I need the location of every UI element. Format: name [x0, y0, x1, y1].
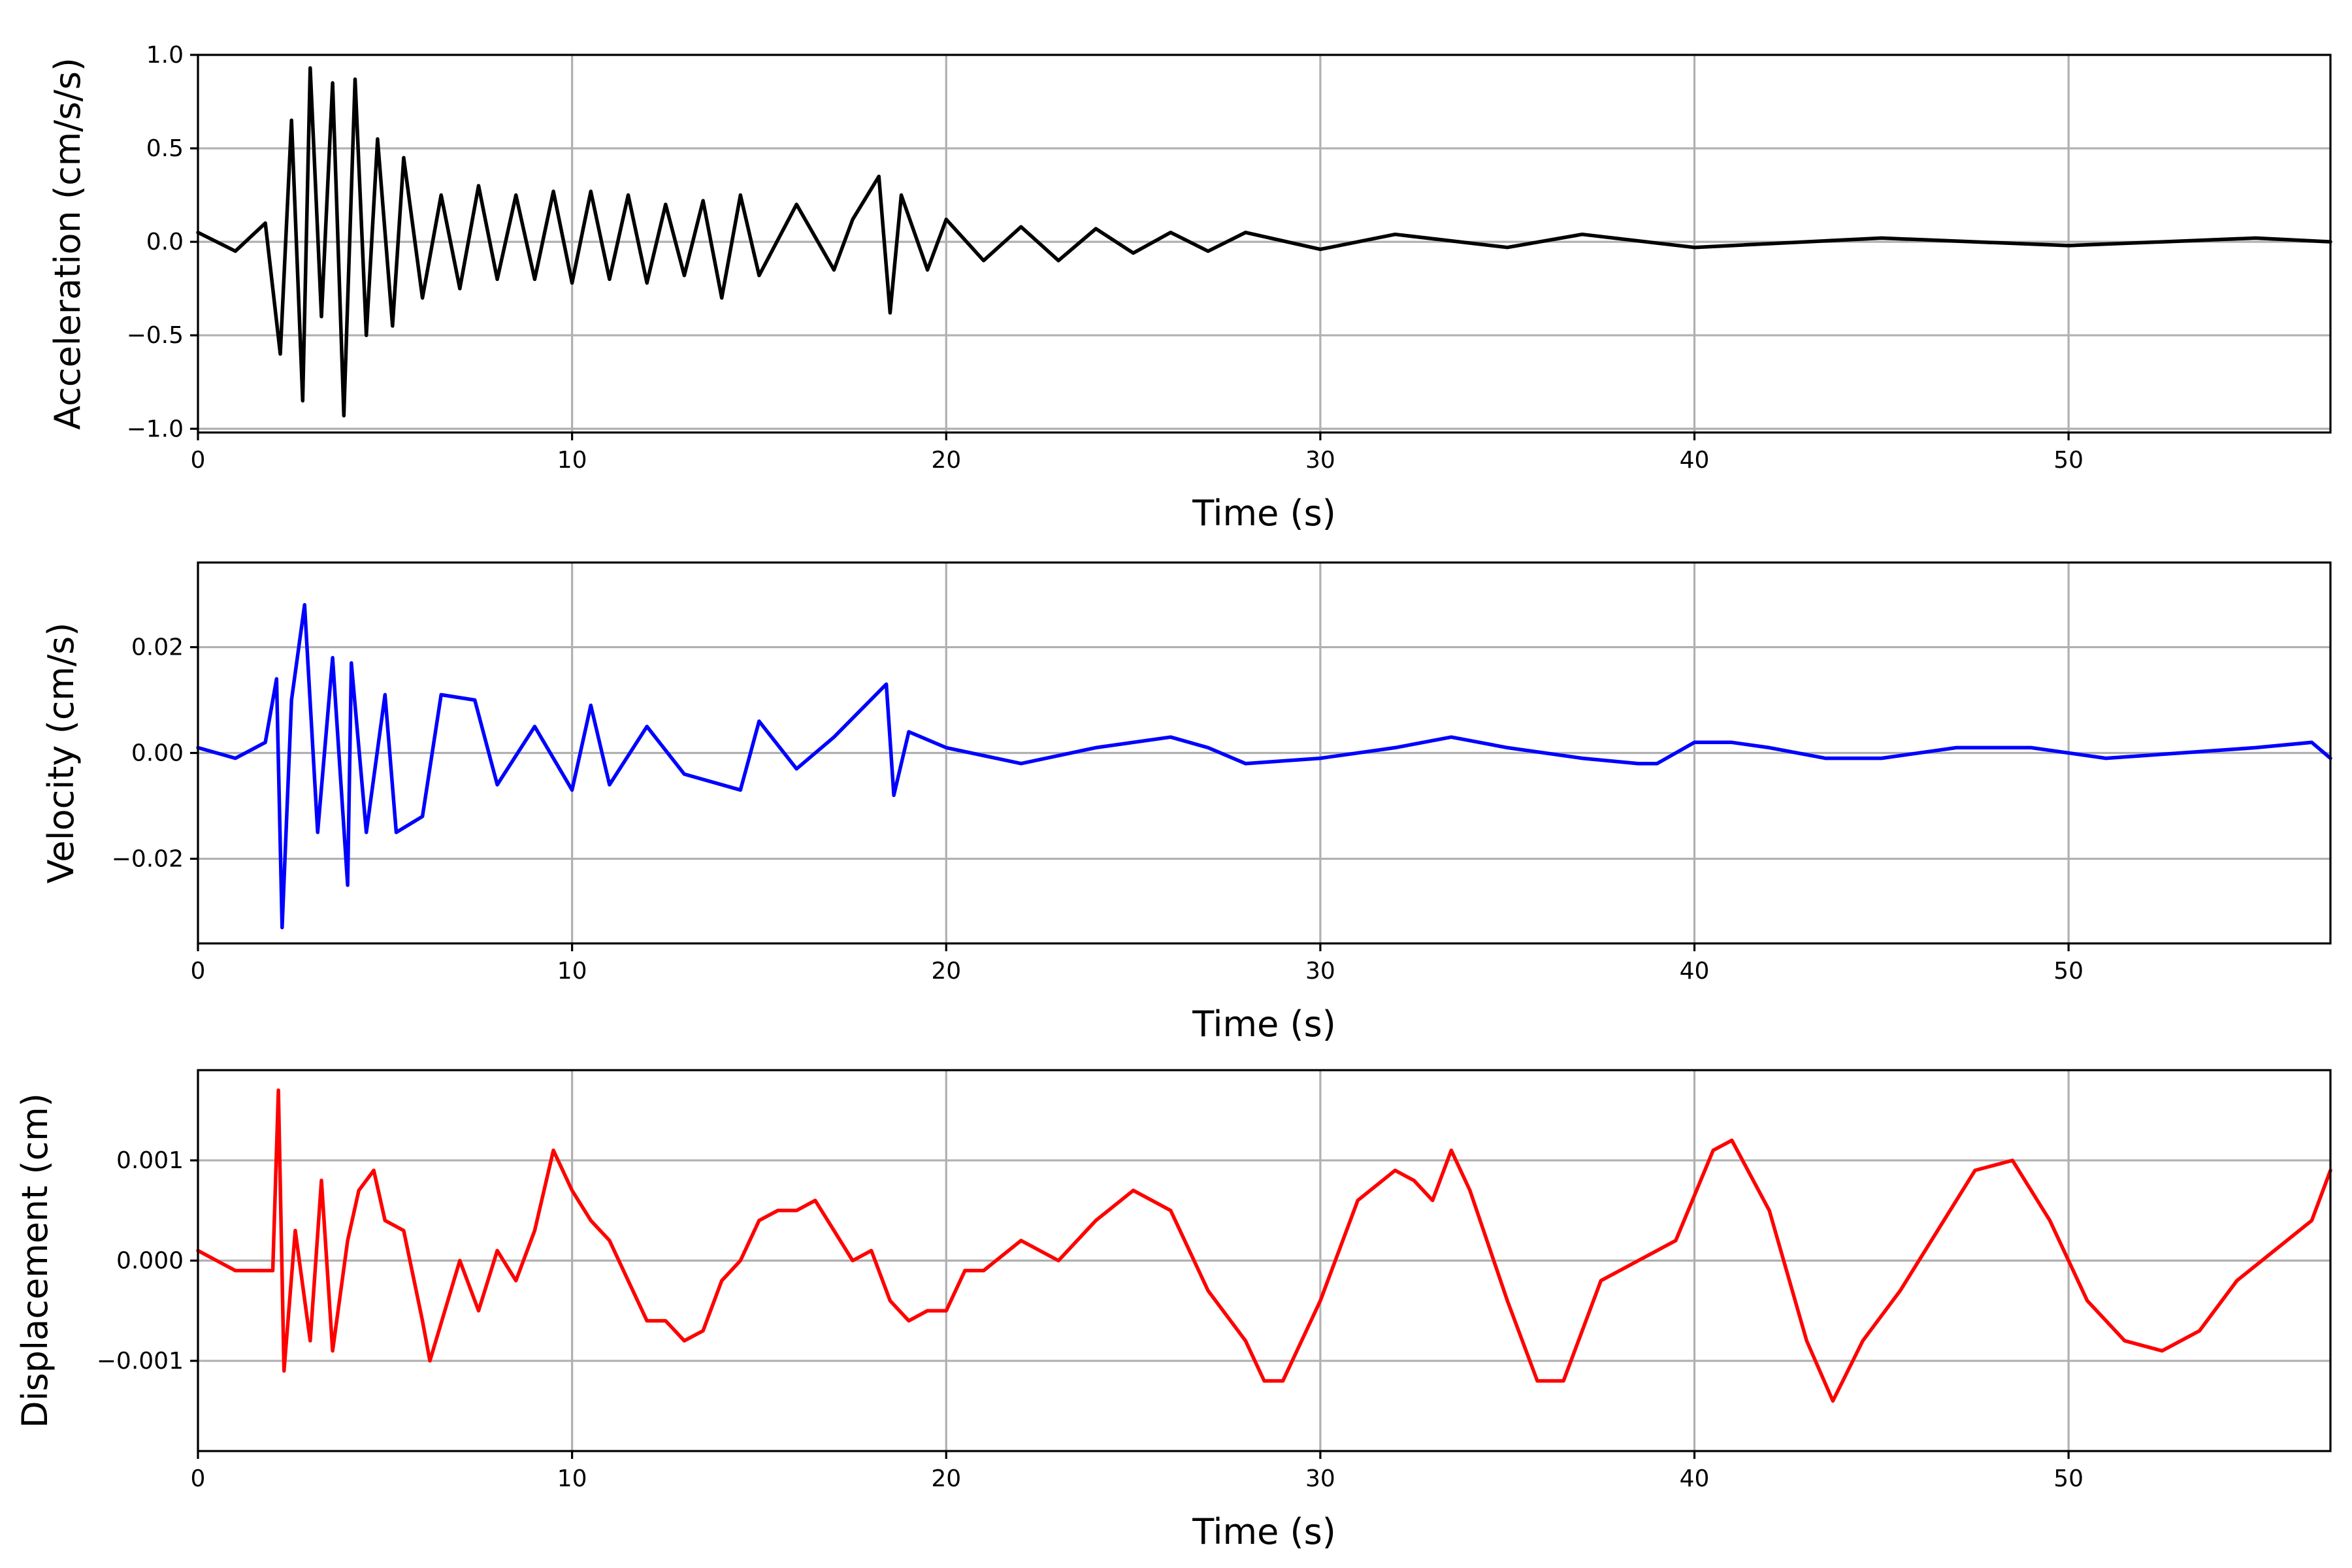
displacement-x-tick-label: 0 — [191, 1465, 206, 1492]
displacement-panel: 0 10 20 30 40 50 −0.001 0.000 0.001 Time (s) Di… — [14, 1069, 2332, 1552]
acceleration-x-tick-label: 20 — [931, 447, 961, 474]
displacement-plot-frame — [197, 1069, 2332, 1452]
velocity-x-tick-label: 40 — [1680, 958, 1710, 985]
acceleration-series-line — [196, 66, 2332, 417]
displacement-y-axis-label: Displacement (cm) — [14, 1093, 56, 1428]
velocity-panel: 0 10 20 30 40 50 −0.02 0.00 0.02 Time (s) Veloc… — [41, 561, 2332, 1045]
acceleration-y-tick-label: 0.0 — [146, 229, 184, 255]
displacement-x-axis-label: Time (s) — [1192, 1511, 1336, 1552]
displacement-series-line — [196, 1088, 2332, 1403]
acceleration-y-ticks: −1.0 −0.5 0.0 0.5 1.0 — [127, 42, 198, 442]
velocity-grid — [197, 563, 2330, 943]
acceleration-x-tick-label: 0 — [191, 447, 206, 474]
acceleration-plot-frame — [197, 54, 2332, 434]
displacement-y-tick-label: 0.000 — [116, 1248, 184, 1275]
displacement-x-tick-label: 40 — [1680, 1465, 1710, 1492]
acceleration-y-tick-label: 1.0 — [146, 42, 184, 69]
acceleration-panel: 0 10 20 30 40 50 −1.0 −0.5 0.0 0.5 1.0 Time (s) A… — [47, 42, 2332, 534]
velocity-y-tick-label: −0.02 — [112, 845, 184, 872]
acceleration-x-tick-label: 30 — [1305, 447, 1335, 474]
velocity-y-tick-label: 0.00 — [131, 740, 184, 767]
acceleration-x-tick-label: 40 — [1680, 447, 1710, 474]
velocity-x-tick-label: 0 — [191, 958, 206, 985]
acceleration-y-tick-label: 0.5 — [146, 135, 184, 162]
displacement-y-tick-label: 0.001 — [116, 1147, 184, 1174]
acceleration-x-tick-label: 10 — [557, 447, 587, 474]
acceleration-x-ticks: 0 10 20 30 40 50 — [191, 433, 2083, 474]
displacement-y-tick-label: −0.001 — [97, 1348, 184, 1375]
velocity-x-axis-label: Time (s) — [1192, 1004, 1336, 1045]
velocity-x-tick-label: 20 — [931, 958, 961, 985]
velocity-x-tick-label: 10 — [557, 958, 587, 985]
acceleration-y-tick-label: −0.5 — [127, 322, 184, 349]
velocity-x-tick-label: 30 — [1305, 958, 1335, 985]
displacement-x-tick-label: 10 — [557, 1465, 587, 1492]
displacement-x-tick-label: 50 — [2053, 1465, 2083, 1492]
acceleration-x-axis-label: Time (s) — [1192, 493, 1336, 534]
displacement-x-tick-label: 20 — [931, 1465, 961, 1492]
acceleration-x-tick-label: 50 — [2053, 447, 2083, 474]
displacement-x-ticks: 0 10 20 30 40 50 — [191, 1451, 2083, 1492]
velocity-x-ticks: 0 10 20 30 40 50 — [191, 943, 2083, 985]
velocity-y-axis-label: Velocity (cm/s) — [41, 623, 82, 884]
velocity-y-ticks: −0.02 0.00 0.02 — [112, 634, 198, 872]
velocity-series-line — [196, 603, 2332, 930]
displacement-x-tick-label: 30 — [1305, 1465, 1335, 1492]
displacement-y-ticks: −0.001 0.000 0.001 — [97, 1147, 198, 1375]
velocity-x-tick-label: 50 — [2053, 958, 2083, 985]
velocity-plot-frame — [197, 561, 2332, 945]
velocity-y-tick-label: 0.02 — [131, 634, 184, 661]
acceleration-y-axis-label: Acceleration (cm/s/s) — [47, 57, 88, 430]
acceleration-y-tick-label: −1.0 — [127, 416, 184, 442]
